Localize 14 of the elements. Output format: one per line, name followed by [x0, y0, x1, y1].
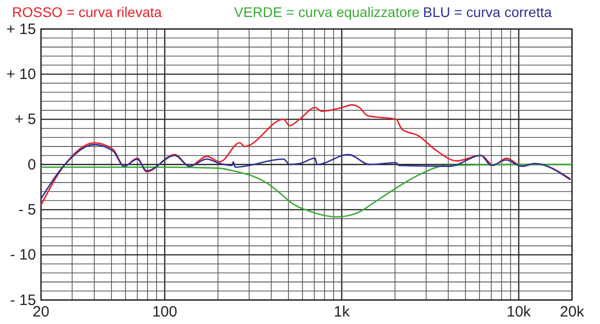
y-tick-label: 0 [28, 156, 36, 174]
y-tick-label: - 5 [18, 201, 36, 218]
text: ROSSO = curva rilevata [12, 4, 162, 20]
x-tick-label: 10k [506, 304, 532, 321]
y-tick-label: + 5 [14, 111, 36, 128]
text: VERDE = curva equalizzatore [234, 4, 420, 20]
x-tick-label: 100 [152, 304, 178, 321]
x-tick-label: 20 [32, 304, 50, 321]
text: BLU = curva corretta [423, 4, 552, 20]
y-tick-label: - 10 [10, 246, 36, 264]
x-tick-label: 20k [560, 304, 585, 321]
x-tick-label: 1k [334, 304, 350, 321]
y-tick-label: + 10 [6, 66, 36, 83]
y-tick-label: + 15 [6, 20, 36, 38]
